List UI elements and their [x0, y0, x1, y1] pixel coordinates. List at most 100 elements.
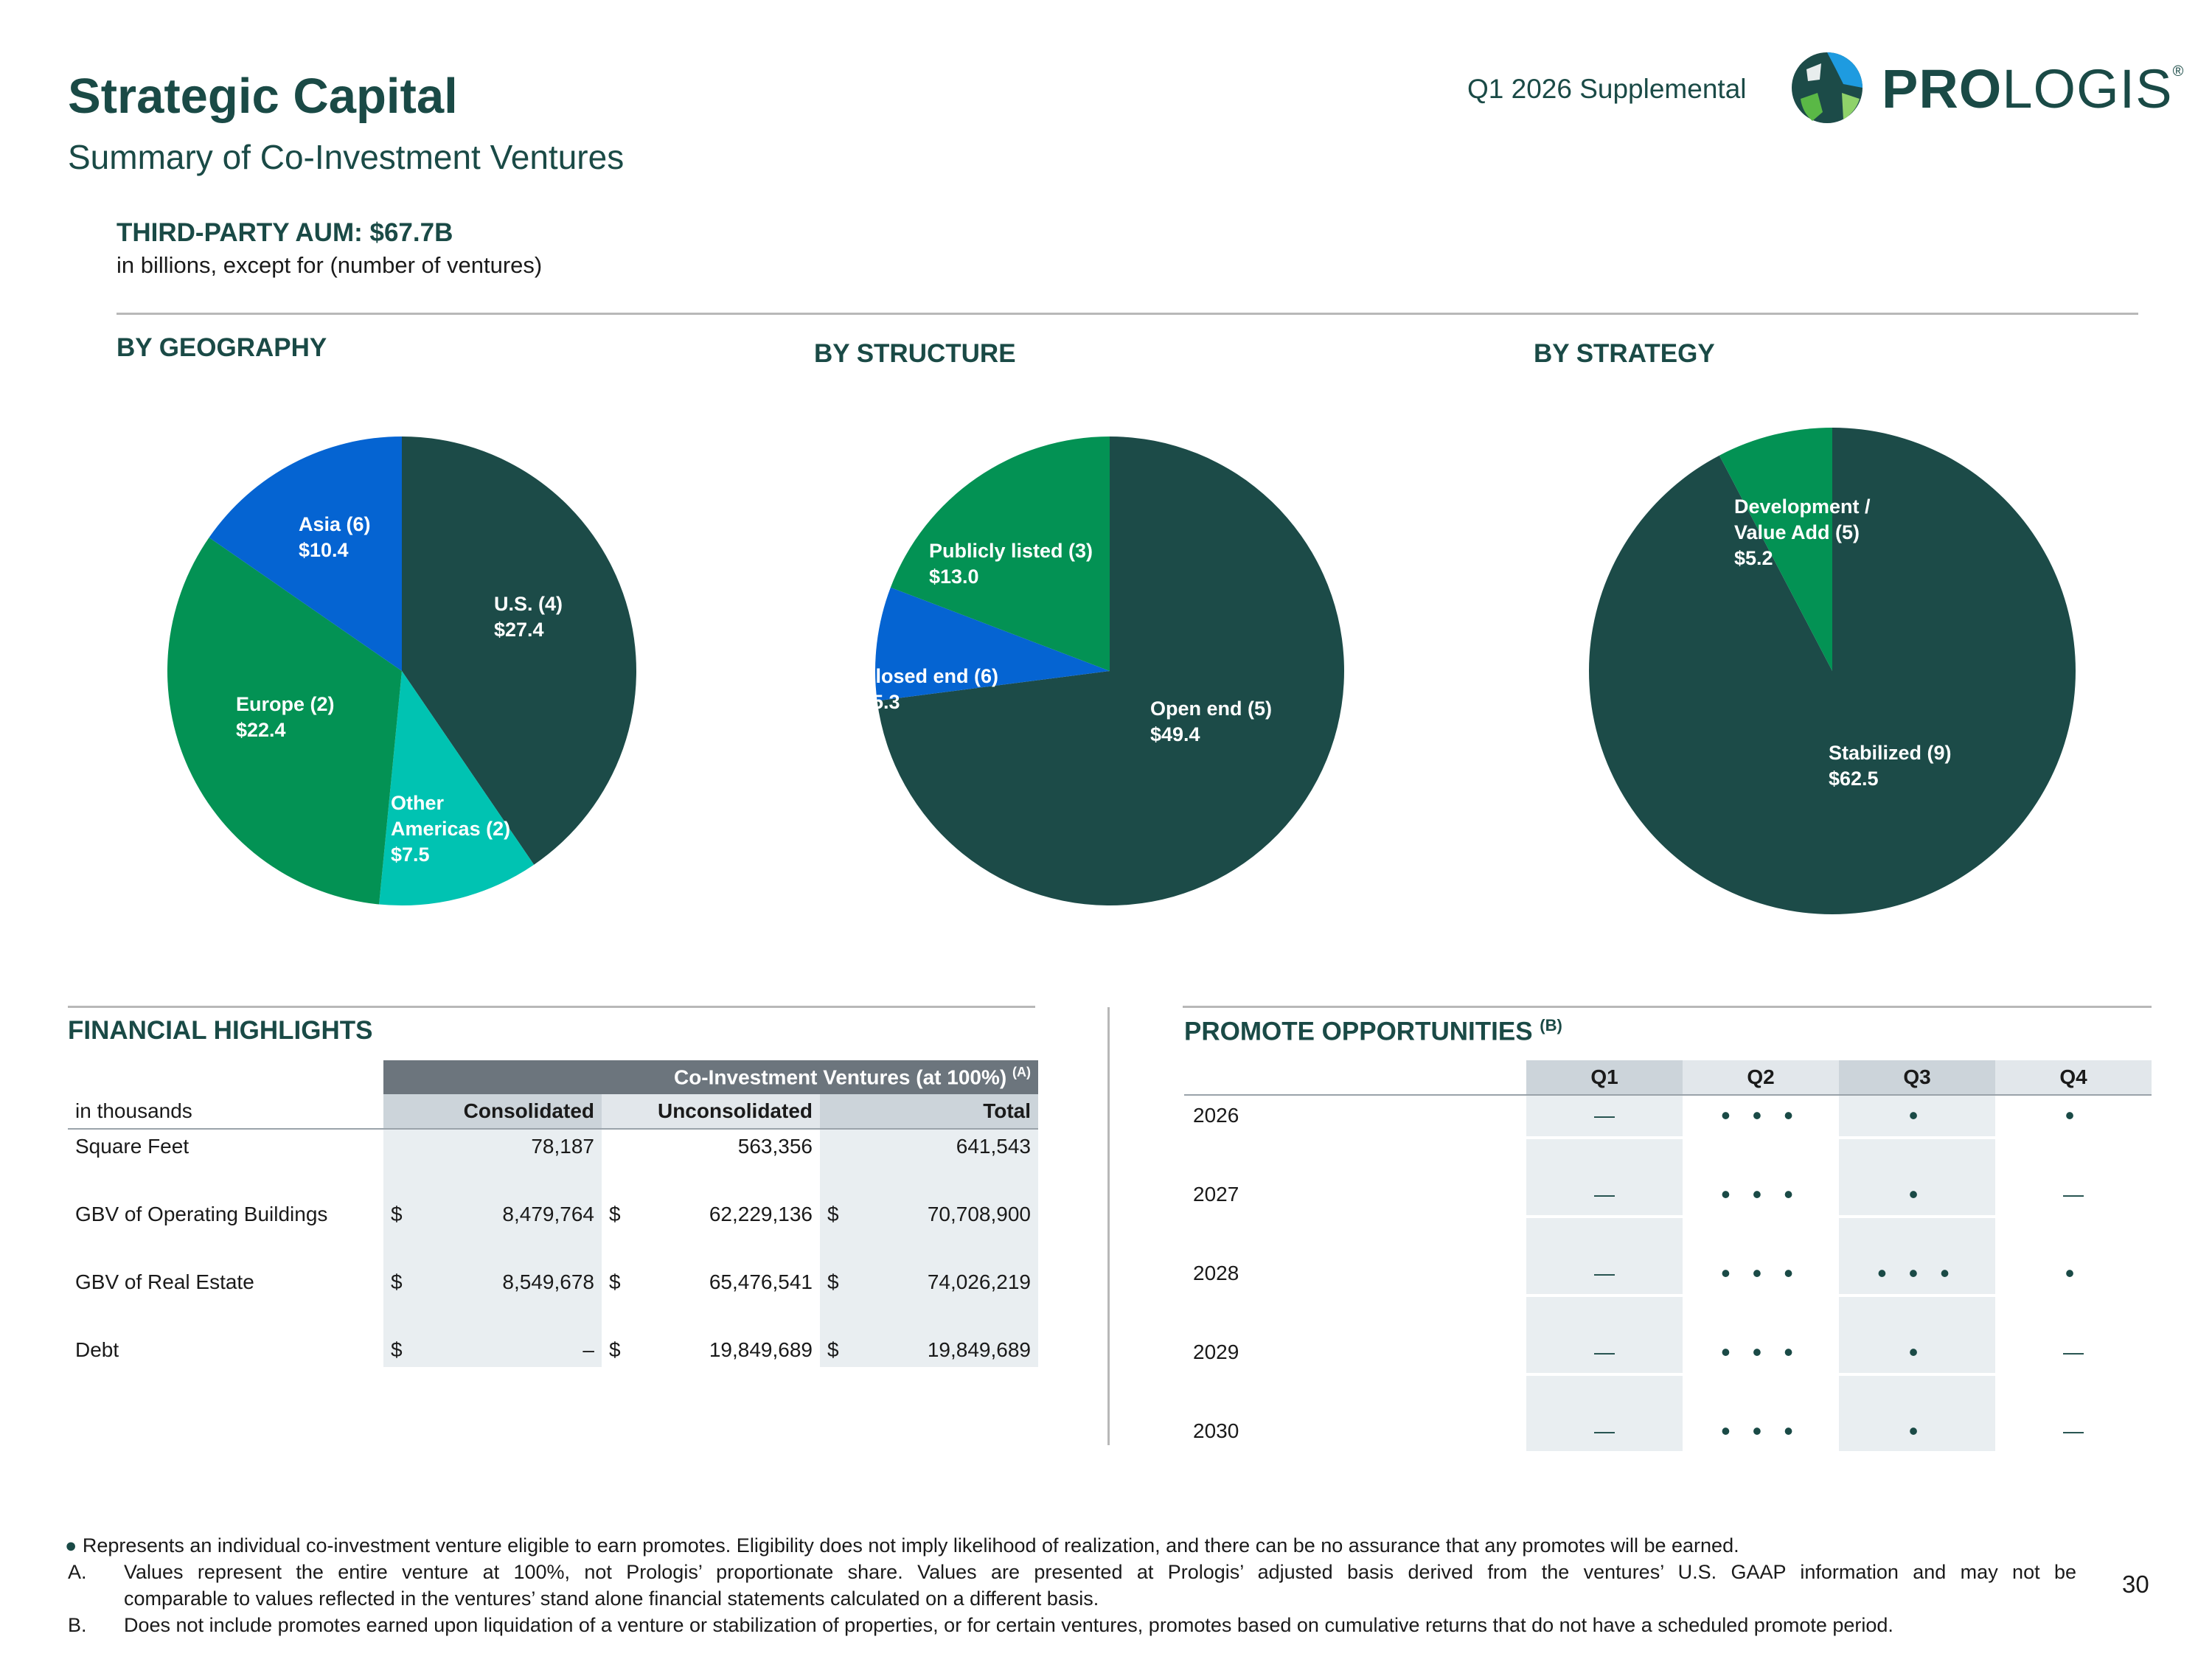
geography-chart-title: BY GEOGRAPHY — [116, 333, 327, 362]
financial-table: Co-Investment Ventures (at 100%) (A) in … — [68, 1060, 1038, 1367]
cell-value: 62,229,136 — [709, 1203, 813, 1225]
quarter-header: Q3 — [1839, 1060, 1995, 1095]
bullet-icon: ● — [65, 1534, 77, 1557]
pie-slice — [890, 437, 1110, 671]
cell-value: 8,549,678 — [410, 1265, 602, 1299]
row-label: GBV of Real Estate — [75, 1270, 254, 1293]
slice-label: Closed end (6) $5.3 — [861, 665, 998, 713]
financial-divider — [68, 1006, 1035, 1008]
quarter-header: Q1 — [1526, 1060, 1683, 1095]
slice-label: Publicly listed (3) $13.0 — [929, 540, 1093, 588]
promote-cell: — — [1594, 1419, 1615, 1442]
row-gap — [1839, 1373, 1995, 1376]
slice-label: Asia (6) $10.4 — [299, 513, 371, 561]
units-label: in thousands — [75, 1099, 192, 1122]
prologis-logo: PROLOGIS® — [1784, 47, 2197, 128]
row-label: Square Feet — [75, 1135, 189, 1158]
promote-cell: — — [1594, 1183, 1615, 1206]
table-row: Square Feet 78,187 563,356 641,543 — [68, 1129, 1038, 1164]
page-title: Strategic Capital — [68, 69, 458, 124]
structure-chart-title: BY STRUCTURE — [814, 339, 1016, 368]
promote-cell: • — [2065, 1258, 2082, 1288]
pie-slice — [875, 587, 1110, 701]
pie-slice — [877, 437, 1344, 905]
slice-label: Stabilized (9) $62.5 — [1829, 742, 1952, 790]
cell-value: 74,026,219 — [846, 1265, 1038, 1299]
slice-label: Europe (2) $22.4 — [236, 693, 335, 741]
pie-slice — [379, 671, 535, 905]
page-number: 30 — [2122, 1571, 2149, 1598]
promote-divider — [1183, 1006, 2152, 1008]
quarter-header: Q4 — [1995, 1060, 2152, 1095]
slice-label: Development / Value Add (5) $5.2 — [1734, 495, 1871, 569]
slice-label: Open end (5) $49.4 — [1150, 698, 1272, 745]
col-unconsolidated: Unconsolidated — [602, 1094, 820, 1129]
cell-value: 641,543 — [846, 1129, 1038, 1164]
footnote-b: Does not include promotes earned upon li… — [124, 1614, 1893, 1636]
row-label: GBV of Operating Buildings — [75, 1203, 328, 1225]
promote-cell: • • • — [1721, 1337, 1801, 1367]
promote-cell: • — [1908, 1416, 1926, 1446]
promote-cell: — — [2063, 1419, 2084, 1442]
row-label: Debt — [75, 1338, 119, 1361]
aum-heading: THIRD-PARTY AUM: $67.7B — [116, 218, 453, 247]
table-row: GBV of Operating Buildings $8,479,764 $6… — [68, 1197, 1038, 1231]
co-investment-group-header: Co-Investment Ventures (at 100%) (A) — [383, 1060, 1038, 1094]
aum-subheading: in billions, except for (number of ventu… — [116, 252, 543, 278]
aum-divider — [116, 313, 2138, 315]
table-row: Debt $ – $19,849,689 $19,849,689 — [68, 1333, 1038, 1367]
strategy-chart-title: BY STRATEGY — [1534, 339, 1715, 368]
row-gap — [1839, 1294, 1995, 1297]
cell-value: 19,849,689 — [846, 1333, 1038, 1367]
strategy-pie-chart: Stabilized (9) $62.5 Development / Value Ad… — [1589, 428, 2076, 914]
promote-cell: • • • — [1721, 1100, 1801, 1130]
row-gap — [1526, 1136, 1683, 1139]
table-row: GBV of Real Estate $8,549,678 $65,476,54… — [68, 1265, 1038, 1299]
quarter-header: Q2 — [1683, 1060, 1839, 1095]
supplemental-label: Q1 2026 Supplemental — [1467, 74, 1747, 104]
promote-cell: — — [2063, 1340, 2084, 1363]
pie-slice — [209, 437, 402, 671]
financial-heading: FINANCIAL HIGHLIGHTS — [68, 1016, 373, 1045]
promote-cell: • — [1908, 1179, 1926, 1209]
promote-cell: • — [1908, 1100, 1926, 1130]
column-shade — [1839, 1096, 1995, 1451]
cell-value: 563,356 — [737, 1135, 813, 1158]
row-gap — [1526, 1373, 1683, 1376]
promote-cell: — — [2063, 1183, 2084, 1206]
slice-label: U.S. (4) $27.4 — [494, 593, 563, 641]
promote-table: Q1 Q2 Q3 Q4 — [1184, 1060, 2152, 1096]
col-consolidated: Consolidated — [383, 1094, 602, 1129]
promote-year: 2030 — [1193, 1419, 1239, 1442]
section-vertical-divider — [1107, 1007, 1110, 1445]
pie-slice — [402, 437, 636, 865]
promote-cell: • • • — [1877, 1258, 1957, 1288]
slice-label: Other Americas (2) $7.5 — [391, 792, 510, 866]
promote-year: 2027 — [1193, 1183, 1239, 1206]
row-gap — [1526, 1215, 1683, 1218]
footnote-a-marker: A. — [68, 1561, 87, 1583]
cell-value: 78,187 — [410, 1129, 602, 1164]
cell-value: 65,476,541 — [709, 1270, 813, 1293]
cell-value: 19,849,689 — [709, 1338, 813, 1361]
cell-value: – — [410, 1333, 602, 1367]
row-gap — [1839, 1215, 1995, 1218]
promote-cell: — — [1594, 1340, 1615, 1363]
promote-cell: • — [1908, 1337, 1926, 1367]
cell-value: 8,479,764 — [410, 1197, 602, 1231]
footnote-a: Values represent the entire venture at 1… — [124, 1561, 2076, 1610]
promote-cell: — — [1594, 1104, 1615, 1127]
promote-cell: • • • — [1721, 1179, 1801, 1209]
promote-cell: — — [1594, 1262, 1615, 1284]
promote-cell: • — [2065, 1100, 2082, 1130]
column-shade — [1526, 1096, 1683, 1451]
pie-slice — [1719, 428, 1832, 671]
pie-slice — [167, 537, 402, 905]
row-gap — [1526, 1294, 1683, 1297]
page-subtitle: Summary of Co-Investment Ventures — [68, 138, 625, 176]
structure-pie-chart: Open end (5) $49.4 Closed end (6) $5.3 Publi… — [861, 437, 1344, 905]
promote-year: 2028 — [1193, 1262, 1239, 1284]
footnote-bullet: ● Represents an individual co-investment… — [65, 1534, 1739, 1557]
promote-cell: • • • — [1721, 1258, 1801, 1288]
promote-cell: • • • — [1721, 1416, 1801, 1446]
